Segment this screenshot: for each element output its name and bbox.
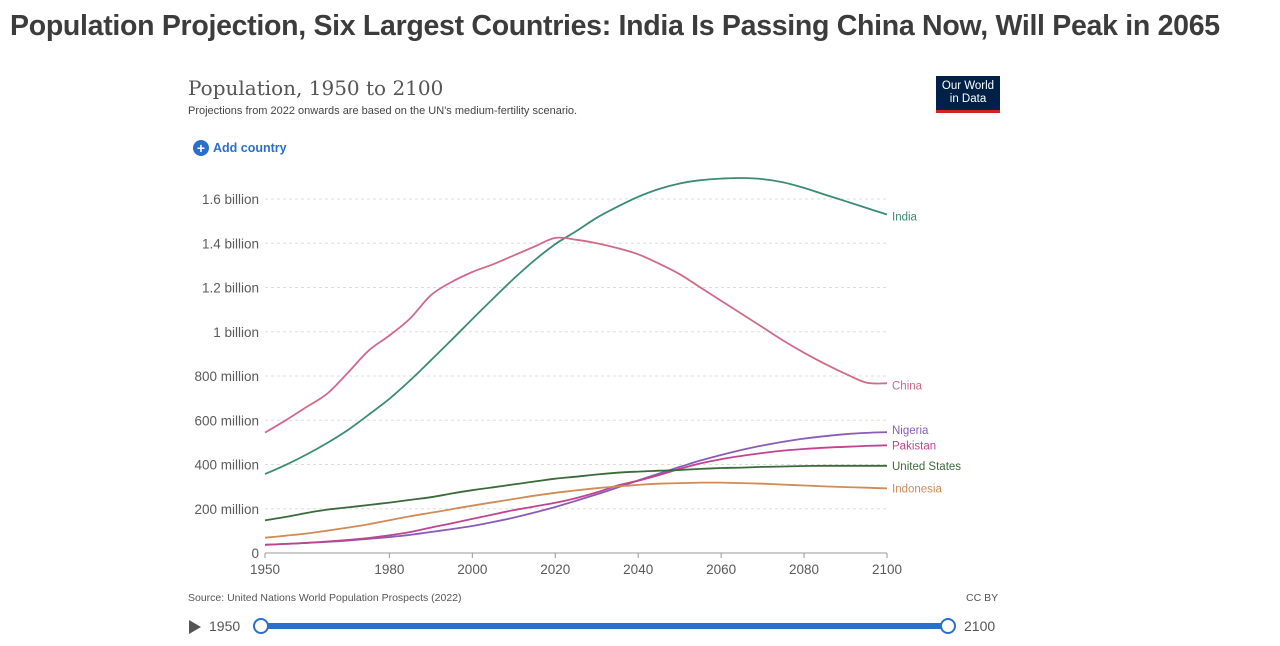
owid-logo[interactable]: Our World in Data bbox=[936, 76, 1000, 113]
series-line-united-states bbox=[264, 464, 887, 522]
y-tick-label: 1.4 billion bbox=[202, 236, 259, 251]
add-country-label: Add country bbox=[213, 141, 287, 155]
y-tick-label: 400 million bbox=[194, 458, 259, 473]
series-line-indonesia bbox=[264, 481, 888, 539]
series-line-pakistan bbox=[264, 444, 888, 546]
timeline-end-handle[interactable] bbox=[940, 618, 956, 634]
play-icon[interactable] bbox=[189, 620, 201, 634]
series-line-india bbox=[264, 177, 888, 475]
x-tick-label: 2040 bbox=[623, 562, 653, 577]
x-tick-label: 2060 bbox=[706, 562, 736, 577]
y-tick-label: 1.2 billion bbox=[202, 281, 259, 296]
timeline-track[interactable] bbox=[261, 623, 948, 629]
y-tick-label: 800 million bbox=[194, 369, 259, 384]
logo-line-2: in Data bbox=[949, 93, 987, 105]
series-label-indonesia: Indonesia bbox=[892, 483, 942, 495]
plus-circle-icon: + bbox=[193, 140, 209, 156]
y-tick-label: 1.6 billion bbox=[202, 192, 259, 207]
timeline-start-label: 1950 bbox=[209, 618, 241, 634]
x-tick-label: 2000 bbox=[457, 562, 487, 577]
x-tick-label: 1980 bbox=[374, 562, 404, 577]
series-line-china bbox=[264, 236, 888, 434]
logo-line-1: Our World bbox=[941, 80, 995, 92]
source-note: Source: United Nations World Population … bbox=[188, 592, 462, 604]
add-country-button[interactable]: + Add country bbox=[193, 140, 287, 156]
headline: Population Projection, Six Largest Count… bbox=[10, 10, 1220, 42]
chart-title: Population, 1950 to 2100 bbox=[188, 76, 444, 100]
timeline-end-label: 2100 bbox=[964, 618, 996, 634]
x-tick-label: 2020 bbox=[540, 562, 570, 577]
y-tick-label: 1 billion bbox=[213, 325, 259, 340]
series-label-pakistan: Pakistan bbox=[892, 440, 936, 452]
series-label-nigeria: Nigeria bbox=[892, 425, 929, 437]
y-tick-label: 0 bbox=[251, 546, 259, 561]
timeline-start-handle[interactable] bbox=[253, 618, 269, 634]
series-label-united-states: United States bbox=[892, 461, 961, 473]
x-tick-label: 1950 bbox=[250, 562, 280, 577]
series-label-china: China bbox=[892, 380, 923, 392]
y-tick-label: 600 million bbox=[194, 413, 259, 428]
chart-subtitle: Projections from 2022 onwards are based … bbox=[188, 105, 578, 117]
license-link[interactable]: CC BY bbox=[966, 592, 999, 604]
y-tick-label: 200 million bbox=[194, 502, 259, 517]
x-tick-label: 2100 bbox=[872, 562, 902, 577]
x-tick-label: 2080 bbox=[789, 562, 819, 577]
series-label-india: India bbox=[892, 211, 918, 223]
